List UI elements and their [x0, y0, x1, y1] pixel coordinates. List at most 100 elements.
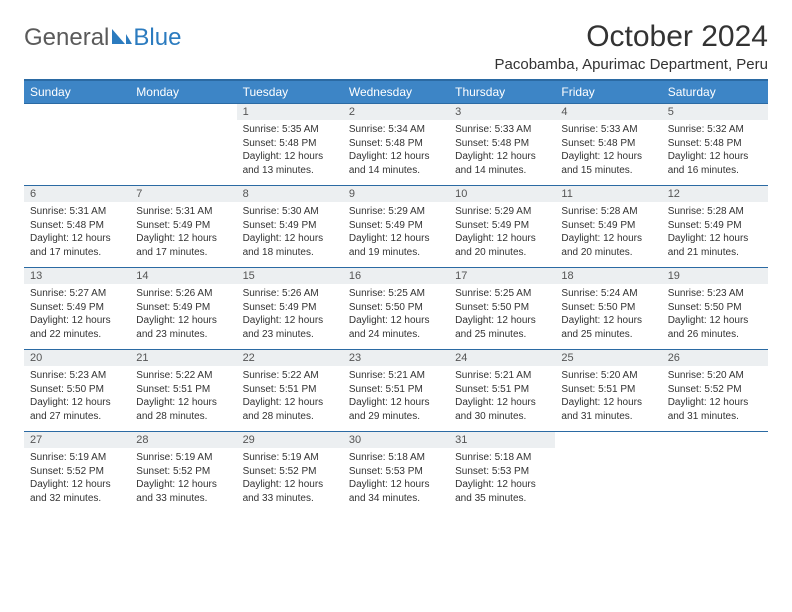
day-cell: Sunrise: 5:27 AMSunset: 5:49 PMDaylight:… [24, 284, 130, 350]
daylight-text: Daylight: 12 hours and 28 minutes. [243, 396, 337, 423]
day-cell: Sunrise: 5:25 AMSunset: 5:50 PMDaylight:… [343, 284, 449, 350]
day-number: 27 [24, 432, 130, 449]
sunset-text: Sunset: 5:50 PM [668, 301, 762, 315]
day-number: 19 [662, 268, 768, 285]
daylight-text: Daylight: 12 hours and 14 minutes. [349, 150, 443, 177]
sunrise-text: Sunrise: 5:25 AM [349, 287, 443, 301]
daylight-text: Daylight: 12 hours and 25 minutes. [455, 314, 549, 341]
day-cell: Sunrise: 5:19 AMSunset: 5:52 PMDaylight:… [24, 448, 130, 513]
day-number: 18 [555, 268, 661, 285]
day-cell: Sunrise: 5:22 AMSunset: 5:51 PMDaylight:… [130, 366, 236, 432]
daylight-text: Daylight: 12 hours and 28 minutes. [136, 396, 230, 423]
sunrise-text: Sunrise: 5:18 AM [455, 451, 549, 465]
day-content-row: Sunrise: 5:31 AMSunset: 5:48 PMDaylight:… [24, 202, 768, 268]
sunrise-text: Sunrise: 5:24 AM [561, 287, 655, 301]
daylight-text: Daylight: 12 hours and 19 minutes. [349, 232, 443, 259]
day-cell: Sunrise: 5:22 AMSunset: 5:51 PMDaylight:… [237, 366, 343, 432]
sunset-text: Sunset: 5:53 PM [349, 465, 443, 479]
day-cell: Sunrise: 5:19 AMSunset: 5:52 PMDaylight:… [237, 448, 343, 513]
sunrise-text: Sunrise: 5:28 AM [668, 205, 762, 219]
day-cell [662, 448, 768, 513]
daylight-text: Daylight: 12 hours and 18 minutes. [243, 232, 337, 259]
day-cell [24, 120, 130, 186]
day-number: 28 [130, 432, 236, 449]
sunset-text: Sunset: 5:48 PM [349, 137, 443, 151]
day-cell: Sunrise: 5:32 AMSunset: 5:48 PMDaylight:… [662, 120, 768, 186]
day-cell: Sunrise: 5:20 AMSunset: 5:51 PMDaylight:… [555, 366, 661, 432]
sunrise-text: Sunrise: 5:32 AM [668, 123, 762, 137]
sunset-text: Sunset: 5:52 PM [30, 465, 124, 479]
brand-part1: General [24, 26, 109, 50]
daylight-text: Daylight: 12 hours and 24 minutes. [349, 314, 443, 341]
weekday-header: Friday [555, 80, 661, 104]
daylight-text: Daylight: 12 hours and 33 minutes. [136, 478, 230, 505]
sunrise-text: Sunrise: 5:19 AM [30, 451, 124, 465]
sunrise-text: Sunrise: 5:31 AM [136, 205, 230, 219]
daylight-text: Daylight: 12 hours and 17 minutes. [30, 232, 124, 259]
sunrise-text: Sunrise: 5:21 AM [349, 369, 443, 383]
daylight-text: Daylight: 12 hours and 13 minutes. [243, 150, 337, 177]
daylight-text: Daylight: 12 hours and 32 minutes. [30, 478, 124, 505]
day-content-row: Sunrise: 5:19 AMSunset: 5:52 PMDaylight:… [24, 448, 768, 513]
sunset-text: Sunset: 5:49 PM [136, 301, 230, 315]
sunset-text: Sunset: 5:52 PM [243, 465, 337, 479]
day-cell: Sunrise: 5:28 AMSunset: 5:49 PMDaylight:… [662, 202, 768, 268]
day-content-row: Sunrise: 5:23 AMSunset: 5:50 PMDaylight:… [24, 366, 768, 432]
day-cell: Sunrise: 5:23 AMSunset: 5:50 PMDaylight:… [24, 366, 130, 432]
daylight-text: Daylight: 12 hours and 29 minutes. [349, 396, 443, 423]
day-cell: Sunrise: 5:19 AMSunset: 5:52 PMDaylight:… [130, 448, 236, 513]
day-number [662, 432, 768, 449]
sunset-text: Sunset: 5:49 PM [561, 219, 655, 233]
sunrise-text: Sunrise: 5:20 AM [668, 369, 762, 383]
day-number: 31 [449, 432, 555, 449]
daylight-text: Daylight: 12 hours and 21 minutes. [668, 232, 762, 259]
day-cell: Sunrise: 5:18 AMSunset: 5:53 PMDaylight:… [343, 448, 449, 513]
day-cell: Sunrise: 5:29 AMSunset: 5:49 PMDaylight:… [343, 202, 449, 268]
brand-logo: General Blue [24, 20, 181, 50]
daylight-text: Daylight: 12 hours and 33 minutes. [243, 478, 337, 505]
sunset-text: Sunset: 5:50 PM [349, 301, 443, 315]
sunrise-text: Sunrise: 5:35 AM [243, 123, 337, 137]
daylight-text: Daylight: 12 hours and 14 minutes. [455, 150, 549, 177]
day-number: 20 [24, 350, 130, 367]
daylight-text: Daylight: 12 hours and 31 minutes. [561, 396, 655, 423]
sunrise-text: Sunrise: 5:20 AM [561, 369, 655, 383]
sunset-text: Sunset: 5:49 PM [243, 301, 337, 315]
day-content-row: Sunrise: 5:35 AMSunset: 5:48 PMDaylight:… [24, 120, 768, 186]
sunrise-text: Sunrise: 5:21 AM [455, 369, 549, 383]
sunset-text: Sunset: 5:50 PM [30, 383, 124, 397]
sunset-text: Sunset: 5:50 PM [455, 301, 549, 315]
sunset-text: Sunset: 5:52 PM [136, 465, 230, 479]
calendar-table: Sunday Monday Tuesday Wednesday Thursday… [24, 79, 768, 513]
sunset-text: Sunset: 5:51 PM [455, 383, 549, 397]
day-number: 23 [343, 350, 449, 367]
day-content-row: Sunrise: 5:27 AMSunset: 5:49 PMDaylight:… [24, 284, 768, 350]
daylight-text: Daylight: 12 hours and 35 minutes. [455, 478, 549, 505]
day-number: 10 [449, 186, 555, 203]
daylight-text: Daylight: 12 hours and 23 minutes. [243, 314, 337, 341]
sunrise-text: Sunrise: 5:34 AM [349, 123, 443, 137]
day-number: 24 [449, 350, 555, 367]
day-number: 30 [343, 432, 449, 449]
day-cell: Sunrise: 5:35 AMSunset: 5:48 PMDaylight:… [237, 120, 343, 186]
daylight-text: Daylight: 12 hours and 22 minutes. [30, 314, 124, 341]
sunset-text: Sunset: 5:49 PM [30, 301, 124, 315]
day-cell: Sunrise: 5:21 AMSunset: 5:51 PMDaylight:… [449, 366, 555, 432]
daylight-text: Daylight: 12 hours and 17 minutes. [136, 232, 230, 259]
sunrise-text: Sunrise: 5:31 AM [30, 205, 124, 219]
day-cell: Sunrise: 5:33 AMSunset: 5:48 PMDaylight:… [555, 120, 661, 186]
day-number: 22 [237, 350, 343, 367]
weekday-header-row: Sunday Monday Tuesday Wednesday Thursday… [24, 80, 768, 104]
sunrise-text: Sunrise: 5:26 AM [243, 287, 337, 301]
day-cell: Sunrise: 5:31 AMSunset: 5:49 PMDaylight:… [130, 202, 236, 268]
daylight-text: Daylight: 12 hours and 34 minutes. [349, 478, 443, 505]
day-number: 29 [237, 432, 343, 449]
day-number: 11 [555, 186, 661, 203]
sunrise-text: Sunrise: 5:22 AM [136, 369, 230, 383]
day-cell: Sunrise: 5:24 AMSunset: 5:50 PMDaylight:… [555, 284, 661, 350]
sunset-text: Sunset: 5:49 PM [668, 219, 762, 233]
header: General Blue October 2024 Pacobamba, Apu… [24, 20, 768, 73]
weekday-header: Thursday [449, 80, 555, 104]
day-cell [555, 448, 661, 513]
sunset-text: Sunset: 5:48 PM [668, 137, 762, 151]
